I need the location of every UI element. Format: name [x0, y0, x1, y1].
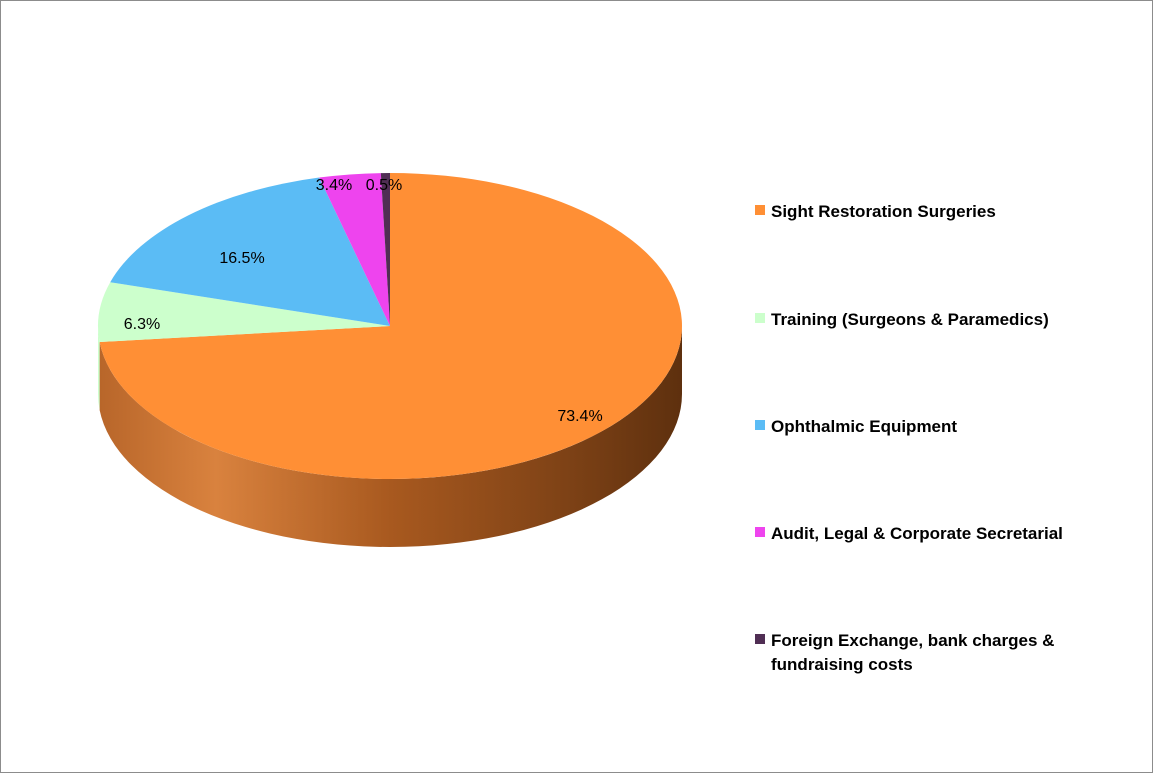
legend-label: Training (Surgeons & Paramedics) — [771, 310, 1049, 329]
pie-slice-training — [98, 282, 390, 343]
legend-swatch-audit-legal — [755, 527, 765, 537]
data-label-sight-restoration: 73.4% — [557, 408, 602, 425]
legend-label: Ophthalmic Equipment — [771, 417, 958, 436]
pie-slice-foreign-exchange — [380, 173, 390, 326]
legend-item: Sight Restoration Surgeries — [755, 200, 1101, 224]
legend-swatch-training — [755, 313, 765, 323]
legend-item: Training (Surgeons & Paramedics) — [755, 308, 1101, 332]
legend-swatch-ophthalmic-equipment — [755, 420, 765, 430]
data-label-ophthalmic-equipment: 16.5% — [219, 250, 264, 267]
data-label-foreign-exchange: 0.5% — [366, 177, 402, 194]
pie-side-training — [98, 326, 100, 411]
pie-side-sight-restoration — [99, 326, 682, 547]
data-label-training: 6.3% — [124, 316, 160, 333]
pie-slice-sight-restoration — [99, 173, 682, 479]
legend-label: Audit, Legal & Corporate Secretarial — [771, 524, 1063, 543]
legend-item: Audit, Legal & Corporate Secretarial — [755, 522, 1101, 546]
legend-label: Foreign Exchange, bank charges & fundrai… — [771, 631, 1055, 674]
legend-swatch-foreign-exchange — [755, 634, 765, 644]
pie-slice-ophthalmic-equipment — [110, 177, 390, 326]
legend-item: Foreign Exchange, bank charges & fundrai… — [755, 629, 1101, 677]
pie-slice-audit-legal — [319, 173, 390, 326]
legend-swatch-sight-restoration — [755, 205, 765, 215]
legend-item: Ophthalmic Equipment — [755, 415, 1101, 439]
data-label-audit-legal: 3.4% — [316, 177, 352, 194]
legend-label: Sight Restoration Surgeries — [771, 202, 996, 221]
